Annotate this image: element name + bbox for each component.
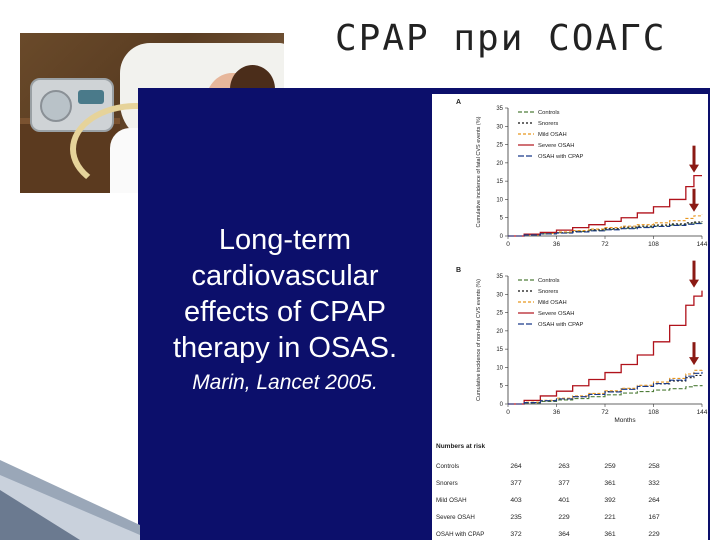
- y-tick-label-a: 30: [496, 124, 503, 130]
- x-tick-label-a: 36: [553, 241, 561, 248]
- series-line-severe-osah: [508, 290, 703, 405]
- headline-line-1: Long-term: [218, 224, 352, 256]
- risk-table-heading: Numbers at risk: [436, 443, 486, 450]
- x-tick-label-b: 0: [506, 409, 510, 416]
- risk-row-label: Snorers: [436, 480, 458, 487]
- risk-row-value: 221: [604, 514, 616, 521]
- x-tick-label-a: 0: [506, 241, 510, 248]
- panel-label-a: A: [456, 99, 461, 106]
- y-tick-label-a: 15: [496, 179, 503, 185]
- y-tick-label-a: 35: [496, 106, 503, 112]
- legend-label: Controls: [538, 278, 560, 284]
- y-tick-label-a: 20: [496, 161, 503, 167]
- mild-arrowhead: [689, 357, 699, 366]
- legend-label: Controls: [538, 110, 560, 116]
- risk-row-value: 377: [558, 480, 570, 487]
- y-tick-label-a: 10: [496, 197, 503, 203]
- risk-row-value: 235: [510, 514, 522, 521]
- x-tick-label-a: 72: [601, 241, 609, 248]
- cpap-device: [30, 78, 114, 132]
- x-tick-label-b: 36: [553, 409, 561, 416]
- headline-line-3: effects of CPAP: [183, 296, 387, 328]
- risk-row-label: Controls: [436, 463, 459, 470]
- risk-row-value: 377: [510, 480, 522, 487]
- legend-label: Severe OSAH: [538, 143, 574, 149]
- x-tick-label-b: 144: [697, 409, 708, 416]
- blue-text-panel: [138, 88, 430, 540]
- severe-arrowhead: [689, 164, 699, 173]
- risk-row-value: 264: [648, 497, 660, 504]
- y-tick-label-a: 25: [496, 143, 503, 149]
- legend-label: Severe OSAH: [538, 311, 574, 317]
- figure-svg: A Cumulative incidence of fatal CVS event…: [436, 99, 708, 538]
- lancet-figure: A Cumulative incidence of fatal CVS event…: [428, 88, 710, 540]
- risk-row-value: 361: [604, 531, 616, 538]
- series-line-controls: [508, 384, 703, 405]
- x-axis-label-b: Months: [614, 417, 636, 424]
- figure-paper: A Cumulative incidence of fatal CVS event…: [432, 94, 708, 540]
- corner-decoration: [0, 460, 140, 540]
- legend-label: Snorers: [538, 289, 558, 295]
- panel-label-b: B: [456, 267, 461, 274]
- mild-arrowhead: [689, 203, 699, 212]
- headline-block: Long-term cardiovascular effects of CPAP…: [150, 222, 420, 417]
- slide-title: CPAP при СОАГС: [335, 18, 667, 59]
- risk-row-value: 259: [604, 463, 616, 470]
- y-tick-label-b: 20: [496, 329, 503, 335]
- risk-row-value: 364: [558, 531, 570, 538]
- headline-line-4: therapy in OSAS.: [172, 332, 398, 364]
- x-tick-label-b: 72: [601, 409, 609, 416]
- y-tick-label-b: 35: [496, 274, 503, 280]
- risk-row-value: 403: [510, 497, 522, 504]
- risk-row-label: OSAH with CPAP: [436, 531, 484, 538]
- series-line-osah-with-cpap: [508, 223, 703, 237]
- series-line-osah-with-cpap: [508, 371, 703, 405]
- risk-row-value: 167: [648, 514, 660, 521]
- risk-row-value: 263: [558, 463, 570, 470]
- risk-row-value: 392: [604, 497, 616, 504]
- y-tick-label-b: 10: [496, 365, 503, 371]
- y-tick-label-b: 15: [496, 347, 503, 353]
- x-tick-label-b: 108: [648, 409, 659, 416]
- risk-row-value: 361: [604, 480, 616, 487]
- headline-line-2: cardiovascular: [191, 260, 379, 292]
- citation: Marin, Lancet 2005.: [192, 371, 378, 394]
- severe-arrowhead: [689, 279, 699, 288]
- cpap-hose: [70, 103, 202, 193]
- y-axis-label-a: Cumulative incidence of fatal CVS events…: [476, 116, 482, 227]
- risk-row-value: 372: [510, 531, 522, 538]
- y-tick-label-a: 5: [500, 216, 504, 222]
- y-tick-label-a: 0: [500, 234, 504, 240]
- y-tick-label-b: 0: [500, 402, 504, 408]
- device-dial: [40, 90, 72, 122]
- legend-label: OSAH with CPAP: [538, 322, 583, 328]
- series-line-mild-osah: [508, 214, 703, 237]
- legend-label: OSAH with CPAP: [538, 154, 583, 160]
- legend-label: Mild OSAH: [538, 300, 567, 306]
- risk-row-value: 332: [648, 480, 660, 487]
- risk-row-value: 229: [648, 531, 660, 538]
- y-tick-label-b: 5: [500, 384, 504, 390]
- risk-row-label: Mild OSAH: [436, 497, 467, 504]
- risk-row-value: 264: [510, 463, 522, 470]
- legend-label: Snorers: [538, 121, 558, 127]
- device-display: [78, 90, 104, 104]
- risk-row-value: 401: [558, 497, 570, 504]
- x-tick-label-a: 108: [648, 241, 659, 248]
- risk-row-value: 229: [558, 514, 570, 521]
- deco-shape-3: [0, 490, 80, 540]
- series-line-severe-osah: [508, 175, 702, 237]
- y-axis-label-b: Cumulative incidence of non-fatal CVS ev…: [476, 279, 482, 401]
- y-tick-label-b: 25: [496, 311, 503, 317]
- legend-label: Mild OSAH: [538, 132, 567, 138]
- x-tick-label-a: 144: [697, 241, 708, 248]
- risk-row-value: 258: [648, 463, 660, 470]
- y-tick-label-b: 30: [496, 292, 503, 298]
- risk-row-label: Severe OSAH: [436, 514, 475, 521]
